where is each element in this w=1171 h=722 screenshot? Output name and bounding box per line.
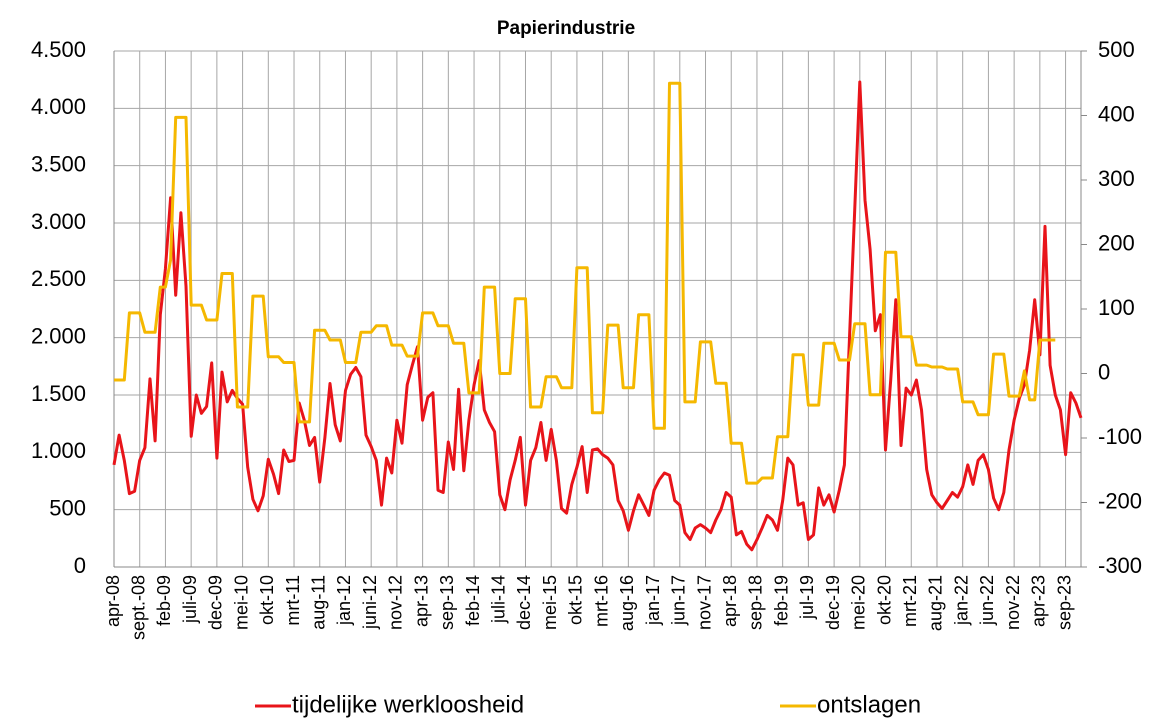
- y-tick-label: 3.000: [31, 209, 86, 234]
- x-tick-label: apr-23: [1029, 575, 1049, 627]
- x-tick-label: sep-13: [437, 575, 457, 630]
- x-tick-label: mrt-11: [283, 575, 303, 626]
- x-tick-label: apr-08: [103, 575, 123, 627]
- x-tick-label: jul-19: [797, 575, 817, 620]
- x-tick-label: aug-11: [308, 575, 328, 630]
- y2-tick-label: -200: [1098, 488, 1142, 513]
- x-tick-label: mei-15: [540, 575, 560, 630]
- y2-tick-label: -100: [1098, 424, 1142, 449]
- y-tick-label: 1.500: [31, 381, 86, 406]
- x-tick-label: jan-22: [951, 575, 971, 626]
- legend-label: tijdelijke werkloosheid: [292, 691, 524, 718]
- y2-tick-label: 100: [1098, 295, 1135, 320]
- x-tick-label: jun-22: [977, 575, 997, 626]
- y2-tick-label: 0: [1098, 359, 1110, 384]
- x-tick-label: aug-16: [617, 575, 637, 631]
- x-tick-label: sep-18: [746, 575, 766, 630]
- y-tick-label: 4.500: [31, 37, 86, 62]
- y2-tick-label: 200: [1098, 230, 1135, 255]
- legend-label: ontslagen: [817, 691, 921, 718]
- y-tick-label: 3.500: [31, 151, 86, 176]
- x-tick-label: dec-19: [823, 575, 843, 630]
- x-tick-label: dec-14: [514, 575, 534, 630]
- y-tick-label: 2.500: [31, 266, 86, 291]
- x-tick-label: juli-09: [180, 575, 200, 624]
- x-tick-label: apr-18: [720, 575, 740, 627]
- x-tick-label: mei-10: [231, 575, 251, 630]
- x-tick-label: nov-22: [1003, 575, 1023, 630]
- y2-tick-label: 400: [1098, 101, 1135, 126]
- x-tick-label: jan-17: [643, 575, 663, 626]
- y2-tick-label: -300: [1098, 553, 1142, 578]
- x-tick-label: okt-20: [874, 575, 894, 625]
- series-line: [112, 80, 1083, 552]
- y2-tick-label: 300: [1098, 166, 1135, 191]
- y-tick-label: 1.000: [31, 438, 86, 463]
- chart-title: Papierindustrie: [497, 18, 635, 39]
- y-tick-label: 4.000: [31, 94, 86, 119]
- x-tick-label: dec-09: [206, 575, 226, 630]
- x-tick-label: okt-15: [566, 575, 586, 625]
- x-tick-label: jan-12: [334, 575, 354, 626]
- x-tick-label: juni-12: [360, 575, 380, 630]
- x-tick-label: sept.-08: [128, 575, 148, 640]
- x-tick-label: sep-23: [1054, 575, 1074, 630]
- y-tick-label: 0: [74, 553, 86, 578]
- x-tick-label: mei-20: [849, 575, 869, 630]
- x-tick-label: feb-14: [463, 575, 483, 626]
- x-tick-label: feb-09: [154, 575, 174, 626]
- x-tick-label: okt-10: [257, 575, 277, 625]
- y-tick-label: 500: [49, 495, 86, 520]
- y-tick-label: 2.000: [31, 323, 86, 348]
- x-tick-label: mrt-21: [900, 575, 920, 627]
- x-tick-label: aug-21: [926, 575, 946, 631]
- x-tick-label: feb-19: [771, 575, 791, 626]
- x-tick-label: apr-13: [411, 575, 431, 627]
- x-tick-label: juli-14: [489, 575, 509, 624]
- x-tick-label: nov-12: [386, 575, 406, 630]
- x-tick-label: jun-17: [669, 575, 689, 626]
- x-tick-label: nov-17: [694, 575, 714, 630]
- y2-tick-label: 500: [1098, 37, 1135, 62]
- series-line: [114, 81, 1056, 485]
- x-tick-label: mrt-16: [591, 575, 611, 627]
